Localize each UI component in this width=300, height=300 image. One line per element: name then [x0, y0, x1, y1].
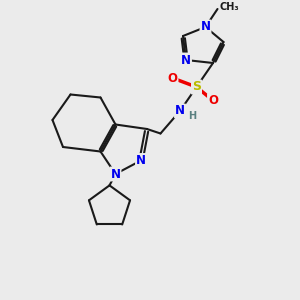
- Text: S: S: [192, 80, 201, 94]
- Text: N: N: [175, 104, 185, 118]
- Text: N: N: [200, 20, 211, 34]
- Text: N: N: [110, 167, 121, 181]
- Text: O: O: [167, 71, 178, 85]
- Text: CH₃: CH₃: [219, 2, 239, 12]
- Text: N: N: [181, 53, 191, 67]
- Text: O: O: [208, 94, 218, 107]
- Text: N: N: [136, 154, 146, 167]
- Text: H: H: [188, 110, 197, 121]
